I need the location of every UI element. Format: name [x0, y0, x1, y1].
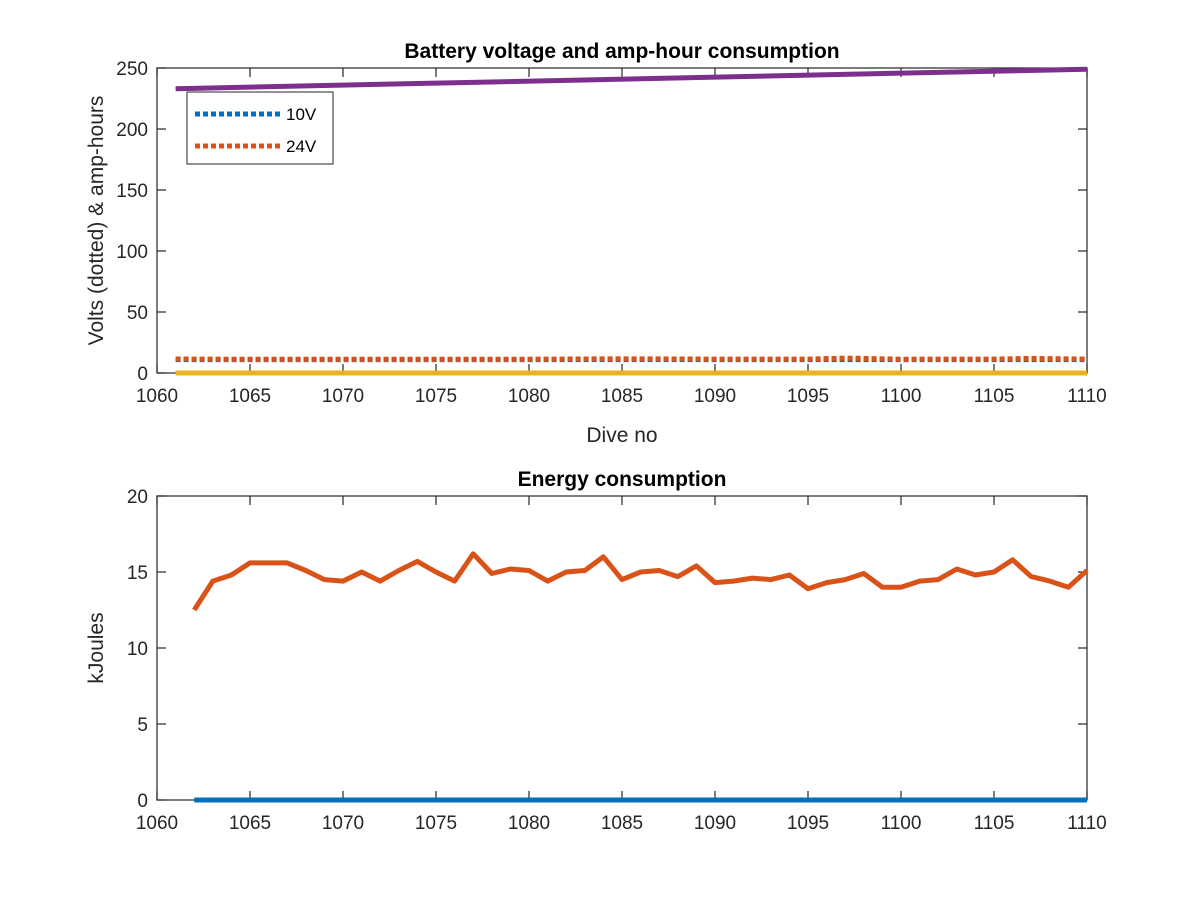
x-tick-label: 1070: [322, 386, 364, 407]
y-tick-label: 5: [137, 715, 148, 736]
legend: 10V 24V: [186, 91, 334, 165]
chart-title: Energy consumption: [518, 468, 727, 491]
x-tick-label: 1100: [881, 813, 922, 834]
x-tick-label: 1060: [136, 813, 178, 834]
x-tick-label: 1085: [601, 386, 643, 407]
series-line-24v: [175, 355, 1088, 362]
y-tick-label: 0: [137, 364, 148, 385]
x-tick-label: 1065: [229, 386, 271, 407]
y-tick-label: 10: [127, 639, 148, 660]
y-tick-label: 250: [116, 59, 148, 80]
y-tick-label: 200: [116, 120, 148, 141]
x-tick-label: 1110: [1067, 386, 1106, 407]
legend-box: [186, 91, 334, 165]
y-tick-label: 150: [116, 181, 148, 202]
x-tick-label: 1090: [694, 813, 736, 834]
x-axis-label: Dive no: [586, 424, 657, 447]
y-axis-label: Volts (dotted) & amp-hours: [85, 96, 108, 346]
y-tick-label: 50: [127, 303, 148, 324]
x-tick-label: 1100: [881, 386, 922, 407]
y-tick-label: 20: [127, 487, 148, 508]
y-tick-label: 0: [137, 791, 148, 812]
x-tick-label: 1080: [508, 813, 550, 834]
series-line-2: [192, 551, 1089, 612]
plot-area: [156, 495, 1088, 801]
chart-title: Battery voltage and amp-hour consumption: [404, 40, 839, 63]
x-tick-label: 1105: [974, 813, 1015, 834]
x-tick-label: 1105: [974, 386, 1015, 407]
x-tick-label: 1065: [229, 813, 271, 834]
x-tick-label: 1110: [1067, 813, 1106, 834]
y-axis-label: kJoules: [85, 612, 108, 683]
x-tick-label: 1090: [694, 386, 736, 407]
x-tick-label: 1075: [415, 386, 457, 407]
series-line-4: [175, 66, 1088, 92]
x-tick-label: 1070: [322, 813, 364, 834]
x-tick-label: 1095: [787, 386, 829, 407]
energy-chart: 1060 1065 1070 1075 1080 1085 1090 1095 1100 1105…: [85, 468, 1107, 834]
legend-label: 24V: [286, 137, 317, 156]
x-tick-label: 1080: [508, 386, 550, 407]
x-tick-label: 1085: [601, 813, 643, 834]
voltage-chart: 1060 1065 1070 1075 1080 1085 1090 1095 1100 1105…: [85, 40, 1107, 447]
y-tick-label: 15: [127, 563, 148, 584]
x-tick-label: 1095: [787, 813, 829, 834]
x-tick-label: 1060: [136, 386, 178, 407]
y-tick-label: 100: [116, 242, 148, 263]
x-tick-label: 1075: [415, 813, 457, 834]
legend-label: 10V: [286, 105, 317, 124]
